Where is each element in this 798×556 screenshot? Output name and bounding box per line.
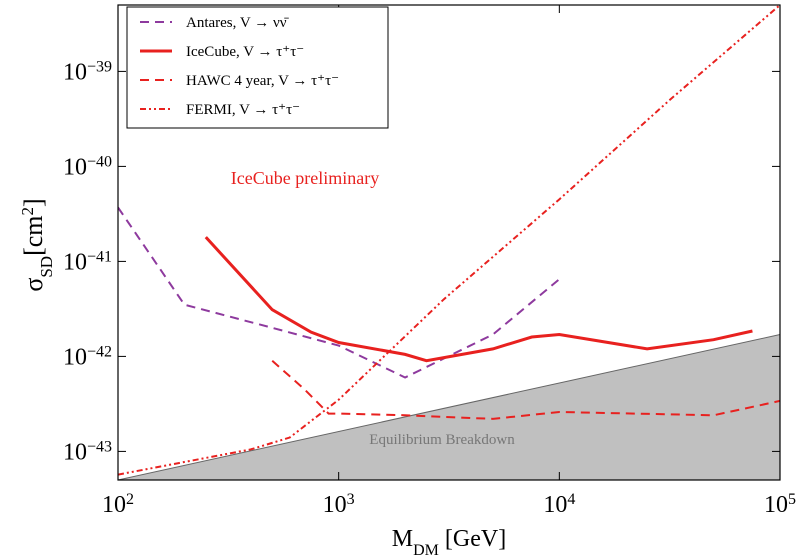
- text-part: −43: [87, 438, 112, 455]
- y-tick-label: 10−42: [63, 343, 112, 371]
- text-part: 2: [126, 491, 134, 508]
- y-tick-label: 10−40: [63, 153, 112, 181]
- text-part: ]: [19, 198, 48, 207]
- x-tick-label: 105: [764, 491, 796, 519]
- text-part: 5: [788, 491, 796, 508]
- series-line: [118, 206, 560, 379]
- x-tick-label: 102: [102, 491, 134, 519]
- region-label: Equilibrium Breakdown: [369, 432, 515, 448]
- text-part: −41: [87, 248, 112, 265]
- series-line: [271, 360, 780, 420]
- text-part: 10: [63, 439, 87, 465]
- text-part: 10: [63, 154, 87, 180]
- legend-label: FERMI, V → τ⁺τ⁻: [186, 102, 300, 118]
- annotation: IceCube preliminary: [231, 168, 379, 188]
- legend-label: IceCube, V → τ⁺τ⁻: [186, 44, 304, 60]
- text-part: [cm: [19, 216, 48, 256]
- legend-box: [126, 6, 389, 129]
- text-part: M: [392, 526, 413, 552]
- y-tick-label: 10−43: [63, 438, 112, 466]
- text-part: 10: [323, 492, 347, 518]
- text-part: DM: [413, 542, 439, 556]
- text-part: 3: [347, 491, 355, 508]
- text-part: 10: [102, 492, 126, 518]
- y-axis-label: σSD[cm2]: [18, 198, 56, 291]
- y-tick-label: 10−41: [63, 248, 112, 276]
- legend-label: HAWC 4 year, V → τ⁺τ⁻: [186, 73, 339, 89]
- text-part: −39: [87, 58, 112, 75]
- text-part: [GeV]: [439, 526, 506, 552]
- text-part: −42: [87, 343, 112, 360]
- text-part: −40: [87, 153, 112, 170]
- text-part: 10: [63, 249, 87, 275]
- x-tick-label: 104: [543, 491, 575, 519]
- text-part: 10: [764, 492, 788, 518]
- text-part: σ: [19, 278, 48, 292]
- x-tick-label: 103: [323, 491, 355, 519]
- text-part: 2: [18, 207, 37, 216]
- text-part: 10: [543, 492, 567, 518]
- text-part: 10: [63, 344, 87, 370]
- series-line: [204, 236, 753, 363]
- text-part: 4: [567, 491, 575, 508]
- plot-frame: [117, 4, 781, 481]
- legend-label: Antares, V → νν̄: [186, 15, 290, 31]
- x-axis-label: MDM [GeV]: [392, 526, 506, 556]
- text-part: SD: [37, 256, 56, 278]
- y-tick-label: 10−39: [63, 58, 112, 86]
- text-part: 10: [63, 59, 87, 85]
